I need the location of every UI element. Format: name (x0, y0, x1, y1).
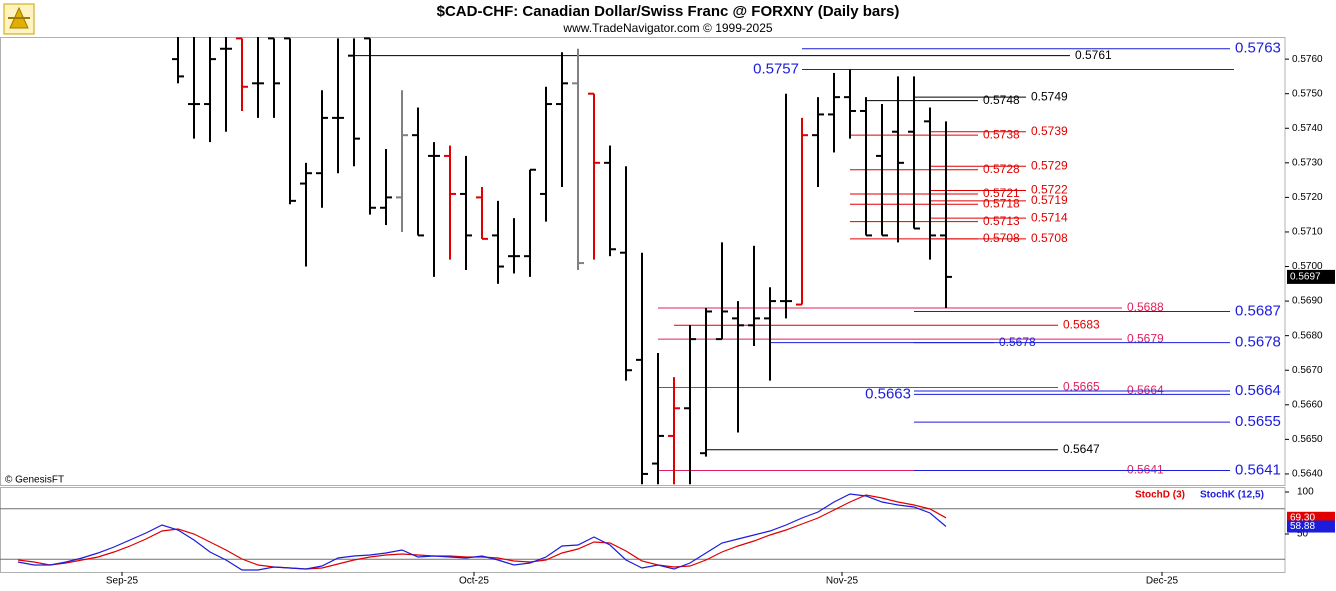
level-label: 0.5738 (983, 127, 1020, 141)
level-label: 0.5641 (1235, 461, 1281, 478)
legend-entry: StochK (12,5) (1200, 490, 1264, 501)
level-label: 0.5761 (1075, 48, 1112, 62)
level-label: 0.5641 (1127, 463, 1164, 477)
level-label: 0.5663 (865, 385, 911, 402)
last-value-box (1287, 520, 1335, 533)
level-label: 0.5739 (1031, 124, 1068, 138)
y-tick-label: 0.5670 (1292, 365, 1323, 376)
level-label: 0.5714 (1031, 210, 1068, 224)
y-tick-label: 0.5690 (1292, 296, 1323, 307)
y-tick-label: 0.5700 (1292, 261, 1323, 272)
level-label: 0.5728 (983, 162, 1020, 176)
level-label: 0.5713 (983, 214, 1020, 228)
credit: © GenesisFT (5, 475, 64, 486)
level-label: 0.5718 (983, 196, 1020, 210)
last-value-label: 69.30 (1290, 512, 1315, 523)
stoch-line (17, 493, 947, 571)
last-price-box (1287, 269, 1335, 284)
axes: 0.5640 0.5650 0.5660 0.5670 0.5680 0.5690 0.57… (106, 40, 1335, 587)
x-tick-label: Sep-25 (106, 576, 139, 587)
level-label: 0.5748 (983, 93, 1020, 107)
y-tick-label: 100 (1297, 487, 1314, 498)
chart-subtitle: www.TradeNavigator.com © 1999-2025 (562, 21, 772, 35)
y-tick-label: 0.5680 (1292, 330, 1323, 341)
level-label: 0.5722 (1031, 183, 1068, 197)
level-label: 0.5749 (1031, 89, 1068, 103)
y-tick-label: 0.5750 (1292, 88, 1323, 99)
level-label: 0.5664 (1127, 383, 1164, 397)
last-value-label: 58.88 (1290, 521, 1315, 532)
level-label: 0.5655 (1235, 413, 1281, 430)
stoch-plot (0, 493, 1285, 571)
y-tick-label: 0.5660 (1292, 399, 1323, 410)
level-label: 0.5763 (1235, 40, 1281, 57)
level-label: 0.5688 (1127, 300, 1164, 314)
stoch-panel (0, 487, 1286, 573)
y-tick-label: 0.5640 (1292, 469, 1323, 480)
level-label: 0.5708 (983, 231, 1020, 245)
legend-entry: StochD (3) (1135, 490, 1185, 501)
level-label: 0.5708 (1031, 231, 1068, 245)
level-label: 0.5683 (1063, 317, 1100, 331)
y-tick-label: 0.5760 (1292, 54, 1323, 65)
x-tick-label: Nov-25 (826, 576, 859, 587)
y-tick-label: 0.5710 (1292, 227, 1323, 238)
level-label: 0.5679 (1127, 331, 1164, 345)
y-tick-label: 0.5740 (1292, 123, 1323, 134)
level-label: 0.5665 (1063, 380, 1100, 394)
level-label: 0.5678 (1235, 334, 1281, 351)
level-label: 0.5719 (1031, 193, 1068, 207)
x-tick-label: Oct-25 (459, 576, 489, 587)
level-label: 0.5678 (999, 335, 1036, 349)
y-tick-label: 0.5650 (1292, 434, 1323, 445)
y-tick-label: 0.5730 (1292, 157, 1323, 168)
level-label: 0.5729 (1031, 158, 1068, 172)
level-label: 0.5757 (753, 60, 799, 77)
level-label: 0.5687 (1235, 302, 1281, 319)
stoch-line (17, 494, 947, 570)
logo (3, 3, 35, 35)
x-tick-label: Dec-25 (1146, 576, 1179, 587)
level-label: 0.5721 (983, 186, 1020, 200)
y-tick-label: 0.5720 (1292, 192, 1323, 203)
price-plot: 0.5757 0.5761 0.5749 0.5748 0.5739 0.5738 0.57… (172, 37, 1234, 485)
y-tick-label: 50 (1297, 529, 1309, 540)
level-label: 0.5664 (1235, 382, 1281, 399)
level-label: 0.5647 (1063, 442, 1100, 456)
chart-title: $CAD-CHF: Canadian Dollar/Swiss Franc @ … (437, 3, 900, 20)
last-price-label: 0.5697 (1290, 272, 1321, 283)
